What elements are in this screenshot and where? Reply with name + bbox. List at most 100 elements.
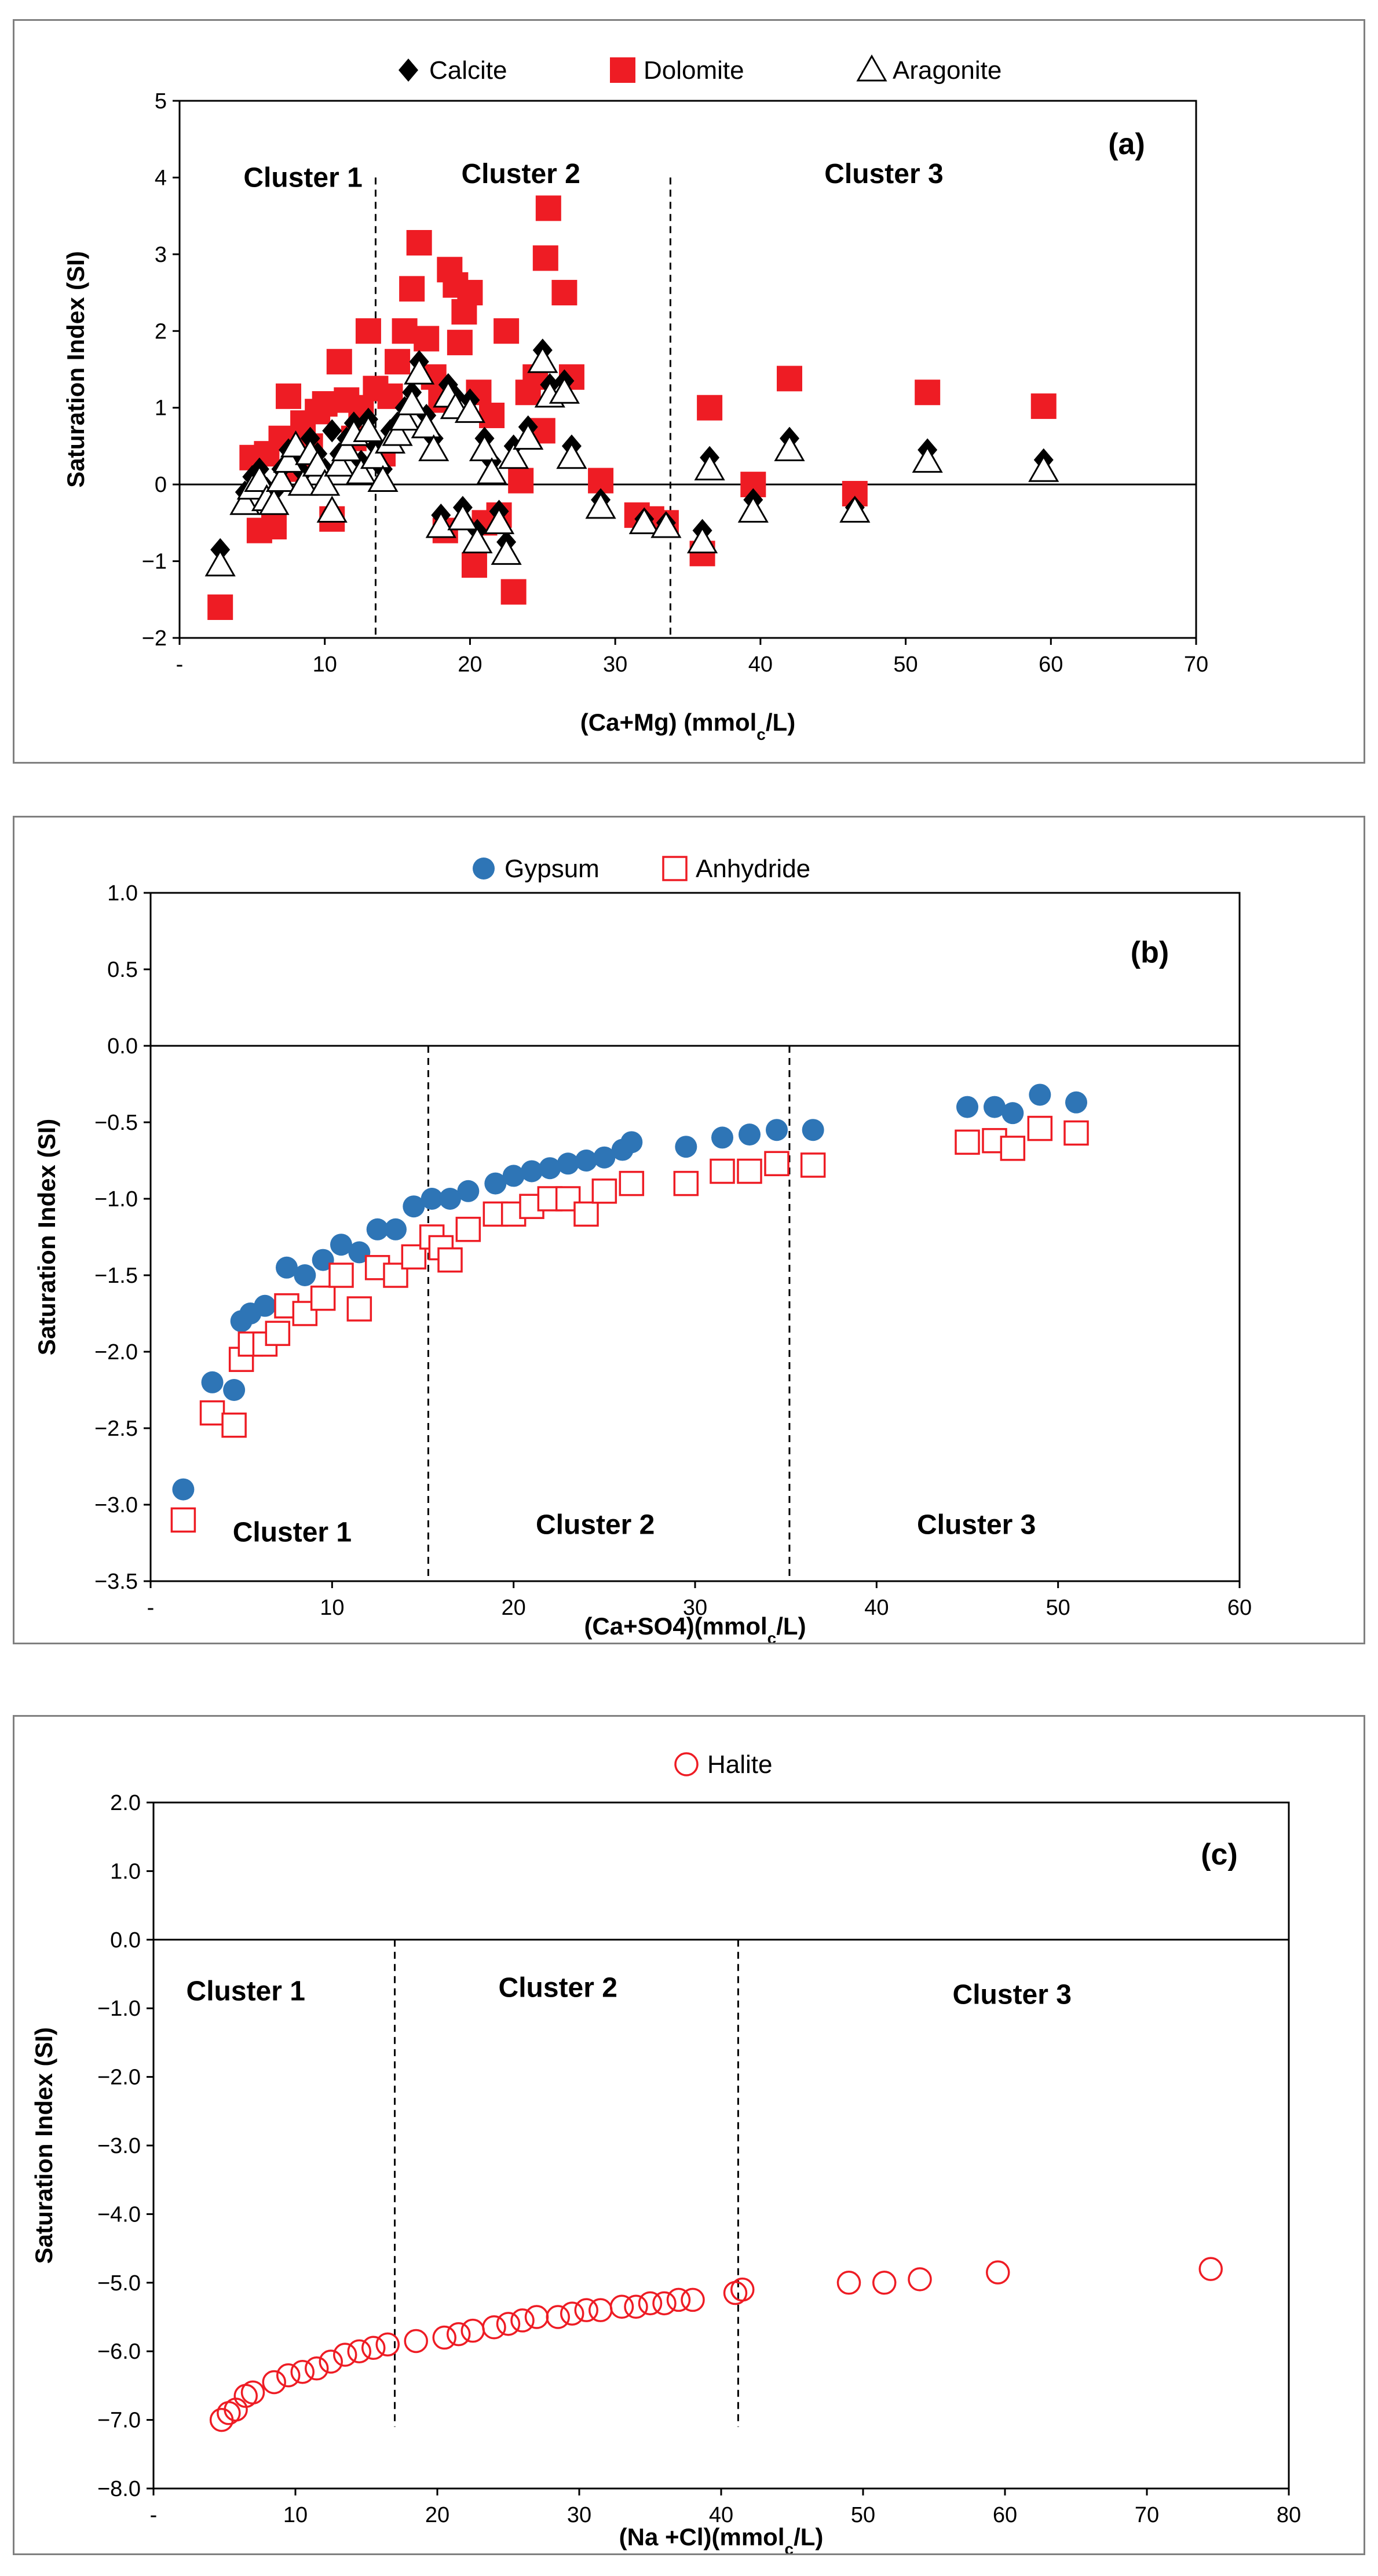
data-point-aragonite [556, 442, 587, 469]
y-tick-label: −3.0 [94, 1493, 138, 1517]
x-axis-title-sub: c [767, 1629, 777, 1643]
y-tick-label: −2.0 [97, 2066, 141, 2090]
data-point-anhydride [199, 1400, 225, 1426]
x-tick-label: 30 [603, 652, 627, 677]
legend-marker-aragonite [856, 54, 887, 82]
x-tick-label: 80 [1277, 2503, 1301, 2527]
chart-panel-b: −3.5 −3.0 −2.5 −2.0 −1.5 −1.0 −0.5 0.0 0.5 1.0 - 10… [13, 816, 1365, 1644]
x-axis-title-end: /L) [776, 1612, 806, 1640]
data-point-gypsum [984, 1096, 1006, 1118]
legend-marker-gypsum [473, 858, 495, 880]
legend-label-gypsum: Gypsum [505, 855, 600, 883]
data-point-dolomite [915, 380, 941, 406]
x-axis-title-end: /L) [794, 2523, 823, 2551]
x-tick-label: 20 [425, 2503, 449, 2527]
x-tick-label: 60 [993, 2503, 1017, 2527]
y-tick-label: 1.0 [110, 1859, 141, 1884]
y-tick-label: 0.0 [110, 1928, 141, 1953]
x-tick-label: 40 [709, 2503, 733, 2527]
cluster-label: Cluster 1 [233, 1517, 352, 1548]
y-tick-label: 0.0 [107, 1034, 138, 1059]
data-point-gypsum [593, 1146, 616, 1169]
data-point-gypsum [675, 1136, 697, 1158]
legend-marker-anhydride [662, 856, 688, 881]
x-axis-title: (Ca+Mg) (mmolc/L) [580, 709, 795, 743]
data-point-aragonite [774, 434, 805, 462]
data-point-gypsum [457, 1180, 480, 1202]
data-point-aragonite [483, 507, 515, 534]
data-point-anhydride [328, 1263, 354, 1288]
x-axis: - 10 20 30 40 50 60 70 80 [150, 2489, 1301, 2527]
data-point-aragonite [628, 507, 660, 534]
data-point-aragonite [353, 415, 384, 442]
data-point-dolomite [508, 468, 534, 494]
legend: Calcite Dolomite Aragonite [399, 54, 1001, 85]
cluster-label: Cluster 2 [461, 159, 580, 189]
data-point-anhydride [346, 1296, 372, 1322]
data-point-dolomite [326, 349, 352, 375]
y-axis-title: Saturation Index (SI) [62, 251, 89, 487]
y-axis: −2 −1 0 1 2 3 4 5 [142, 89, 180, 651]
data-point-halite [730, 2277, 755, 2302]
plot-area [178, 100, 1197, 639]
data-point-anhydride [737, 1158, 762, 1184]
series-halite [209, 2257, 1223, 2432]
data-point-halite [361, 2336, 386, 2360]
data-point-dolomite [392, 318, 418, 344]
chart-b-svg: −3.5 −3.0 −2.5 −2.0 −1.5 −1.0 −0.5 0.0 0.5 1.0 - 10… [33, 855, 1252, 1643]
data-point-gypsum [575, 1150, 597, 1172]
data-point-gypsum [802, 1119, 824, 1141]
data-point-aragonite [447, 503, 478, 531]
series-dolomite [207, 195, 1057, 621]
data-point-gypsum [439, 1188, 461, 1210]
panel-tag: (a) [1108, 127, 1145, 161]
data-point-gypsum [172, 1478, 195, 1501]
x-tick-label: - [150, 2503, 158, 2527]
data-point-aragonite [324, 450, 355, 477]
cluster-label: Cluster 2 [536, 1509, 655, 1540]
data-point-aragonite [280, 430, 312, 458]
data-point-anhydride [800, 1152, 826, 1178]
data-point-aragonite [345, 457, 377, 484]
cluster-label: Cluster 1 [187, 1976, 305, 2007]
series-anhydride [170, 1115, 1089, 1533]
data-point-halite [333, 2343, 357, 2367]
data-point-aragonite [367, 465, 399, 492]
y-tick-label: −1.0 [97, 1997, 141, 2021]
data-point-gypsum [502, 1165, 525, 1187]
data-point-gypsum [421, 1188, 443, 1210]
data-point-dolomite [355, 318, 381, 344]
data-point-halite [524, 2305, 549, 2329]
data-point-aragonite [331, 434, 362, 462]
data-point-gypsum [312, 1249, 334, 1271]
data-point-dolomite [261, 513, 287, 539]
panel-tag: (c) [1201, 1838, 1238, 1871]
y-tick-label: −1.0 [94, 1187, 138, 1212]
y-tick-label: 1.0 [107, 881, 138, 906]
data-point-aragonite [491, 538, 522, 565]
data-point-dolomite [697, 395, 723, 421]
data-point-halite [290, 2359, 315, 2384]
data-point-aragonite [229, 488, 261, 515]
data-point-aragonite [454, 396, 486, 423]
cluster-label: Cluster 3 [824, 159, 943, 189]
data-point-dolomite [532, 245, 558, 271]
y-tick-label: −1 [142, 550, 167, 574]
data-point-halite [546, 2305, 570, 2329]
data-point-aragonite [204, 549, 236, 577]
data-point-halite [589, 2298, 613, 2322]
data-point-gypsum [385, 1218, 407, 1240]
data-point-gypsum [330, 1234, 352, 1256]
cluster-label: Cluster 2 [499, 1973, 617, 2004]
data-point-aragonite [316, 495, 348, 523]
chart-panel-c: −8.0 −7.0 −6.0 −5.0 −4.0 −3.0 −2.0 −1.0 0.0 1.0 2.… [13, 1715, 1365, 2555]
data-point-gypsum [254, 1294, 276, 1317]
data-point-anhydride [764, 1151, 789, 1177]
data-point-halite [496, 2312, 521, 2336]
y-tick-label: 5 [155, 89, 167, 114]
data-point-gypsum [711, 1126, 733, 1149]
data-point-anhydride [1063, 1120, 1089, 1146]
y-axis: −8.0 −7.0 −6.0 −5.0 −4.0 −3.0 −2.0 −1.0 0.0 1.0 2.… [97, 1791, 153, 2501]
y-tick-label: 2.0 [110, 1791, 141, 1815]
data-point-halite [681, 2287, 705, 2312]
